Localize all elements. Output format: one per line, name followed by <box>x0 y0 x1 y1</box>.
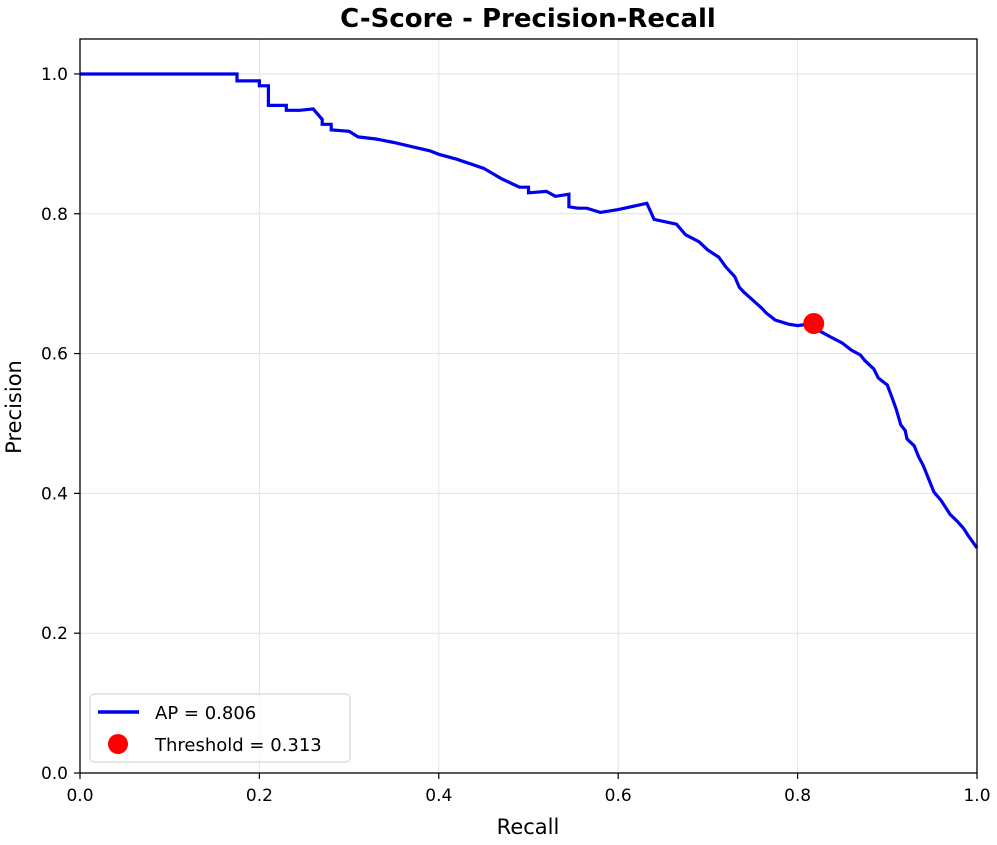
legend-marker-swatch <box>108 734 128 754</box>
legend-series-label: AP = 0.806 <box>155 703 256 724</box>
legend: AP = 0.806 Threshold = 0.313 <box>89 693 351 763</box>
y-axis-ticks: 0.0 0.2 0.4 0.6 0.8 1.0 <box>41 65 80 784</box>
x-tick-label-5: 1.0 <box>963 786 990 806</box>
x-tick-label-0: 0.0 <box>66 786 93 806</box>
y-tick-label-5: 1.0 <box>41 65 68 85</box>
y-axis-label: Precision <box>2 360 26 454</box>
y-tick-label-2: 0.4 <box>41 484 68 504</box>
x-tick-label-4: 0.8 <box>784 786 811 806</box>
x-tick-label-2: 0.4 <box>425 786 452 806</box>
x-axis-ticks: 0.0 0.2 0.4 0.6 0.8 1.0 <box>66 773 991 806</box>
grid-lines <box>79 39 978 774</box>
series-layer <box>80 72 979 549</box>
y-tick-label-3: 0.6 <box>41 345 68 365</box>
series-line-0 <box>80 72 979 549</box>
legend-marker-label: Threshold = 0.313 <box>154 735 322 756</box>
x-tick-label-3: 0.6 <box>605 786 632 806</box>
legend-box <box>89 693 351 763</box>
chart-title: C-Score - Precision-Recall <box>340 4 716 34</box>
y-tick-label-1: 0.2 <box>41 624 68 644</box>
y-tick-label-4: 0.8 <box>41 205 68 225</box>
threshold-marker-0 <box>803 313 825 335</box>
x-axis-label: Recall <box>497 815 560 839</box>
marker-layer <box>803 313 825 335</box>
plot-frame <box>79 38 978 774</box>
x-tick-label-1: 0.2 <box>246 786 273 806</box>
y-tick-label-0: 0.0 <box>41 764 68 784</box>
